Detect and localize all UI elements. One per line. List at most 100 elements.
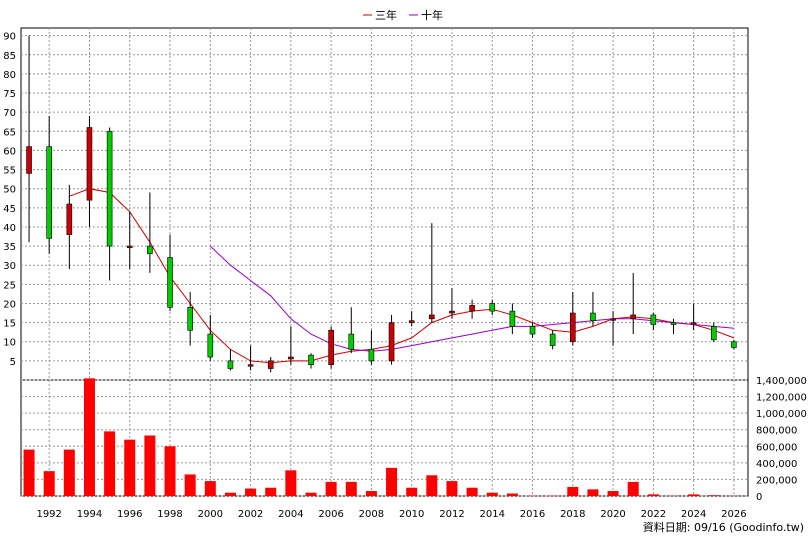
x-tick-label: 2010 — [399, 509, 424, 520]
candle-body — [46, 146, 52, 239]
ma-line-three-year — [69, 188, 735, 364]
volume-bar — [23, 449, 35, 496]
candle-body — [106, 131, 113, 247]
candle-body — [670, 322, 677, 325]
candle — [690, 303, 697, 331]
x-tick-label: 1992 — [36, 509, 61, 520]
candle-body — [187, 307, 193, 331]
volume-bar — [83, 378, 95, 496]
volume-bar — [144, 435, 156, 496]
price-plot-frame — [20, 27, 749, 381]
volume-bar — [386, 467, 398, 496]
candle — [66, 184, 73, 270]
price-tick-label: 35 — [3, 242, 16, 253]
candle-body — [549, 333, 556, 346]
candle-body — [590, 312, 596, 321]
candle-body — [147, 245, 153, 255]
candle-body — [126, 245, 133, 248]
candle-body — [408, 320, 415, 323]
volume-bar — [43, 471, 55, 496]
price-tick-label: 70 — [3, 108, 16, 119]
candle — [549, 330, 556, 350]
candle — [489, 299, 496, 315]
price-tick-label: 10 — [3, 338, 16, 349]
x-axis: 1992 1994 1996 1998 2000 2002 2004 2006 2008 2010… — [36, 509, 746, 520]
volume-bar — [506, 493, 518, 496]
data-date-footer: 資料日期: 09/16 (Goodinfo.tw) — [643, 520, 804, 534]
volume-bar — [63, 449, 75, 496]
candle — [26, 35, 32, 243]
x-tick-label: 1994 — [77, 509, 102, 520]
volume-bar — [124, 439, 136, 496]
candle-body — [449, 310, 455, 314]
legend-label-three-year: 三年 — [375, 8, 397, 22]
price-tick-label: 85 — [3, 51, 16, 62]
candle — [247, 345, 254, 371]
candle — [328, 326, 334, 369]
x-tick-label: 1996 — [117, 509, 142, 520]
legend: 三年 十年 — [363, 8, 443, 22]
candle-body — [66, 203, 73, 235]
candle — [187, 292, 193, 346]
candle — [368, 330, 375, 365]
volume-bar — [104, 431, 116, 496]
candle-body — [247, 364, 254, 367]
volume-tick-label: 0 — [756, 492, 762, 503]
candle — [207, 314, 214, 361]
price-tick-label: 40 — [3, 223, 16, 234]
candle-body — [328, 329, 334, 365]
price-tick-label: 25 — [3, 280, 16, 291]
price-tick-label: 80 — [3, 70, 16, 81]
x-tick-label: 2022 — [641, 509, 666, 520]
volume-bar — [466, 487, 478, 496]
candle — [731, 339, 737, 350]
volume-bar — [446, 481, 458, 496]
x-tick-label: 1998 — [157, 509, 182, 520]
price-tick-label: 65 — [3, 127, 16, 138]
candle-body — [288, 356, 294, 360]
candle-body — [569, 312, 576, 343]
candle-body — [388, 322, 395, 362]
volume-bar — [527, 495, 539, 497]
candle — [308, 353, 314, 369]
price-tick-label: 20 — [3, 299, 16, 310]
candle — [227, 349, 234, 371]
candle — [126, 211, 133, 270]
candle — [650, 313, 657, 331]
volume-bar — [567, 486, 579, 496]
volume-bar — [667, 495, 679, 497]
candle — [630, 272, 637, 335]
candle-body — [429, 314, 435, 320]
volume-bar — [265, 487, 277, 496]
volume-bar — [647, 494, 659, 496]
candle — [670, 318, 677, 335]
volume-bar — [587, 489, 599, 496]
volume-bar — [688, 494, 700, 496]
volume-plot-frame — [20, 379, 749, 497]
price-tick-label: 45 — [3, 204, 16, 215]
volume-tick-label: 600,000 — [756, 442, 797, 453]
candle-body — [710, 326, 717, 341]
candle-body — [630, 314, 637, 320]
candle-body — [489, 303, 496, 312]
candle-body — [529, 326, 536, 335]
candle — [429, 223, 435, 323]
volume-tick-label: 1,000,000 — [756, 409, 807, 420]
candle-body — [690, 322, 697, 325]
volume-tick-label: 400,000 — [756, 459, 797, 470]
volume-bar — [365, 491, 377, 496]
candle-body — [509, 310, 516, 327]
volume-bar — [627, 481, 639, 496]
x-tick-label: 2020 — [600, 509, 625, 520]
x-tick-label: 2004 — [278, 509, 303, 520]
x-tick-label: 2018 — [560, 509, 585, 520]
candle-body — [86, 127, 93, 201]
volume-bar — [547, 495, 559, 497]
volume-tick-label: 1,200,000 — [756, 393, 807, 404]
candle-body — [26, 146, 32, 174]
candle — [569, 292, 576, 346]
price-panel: 5 10 15 20 25 30 35 40 45 50 55 60 65 70 75 80 85 90 — [3, 27, 749, 381]
candle-body — [610, 318, 616, 321]
candle — [710, 322, 717, 342]
x-tick-label: 2002 — [238, 509, 263, 520]
